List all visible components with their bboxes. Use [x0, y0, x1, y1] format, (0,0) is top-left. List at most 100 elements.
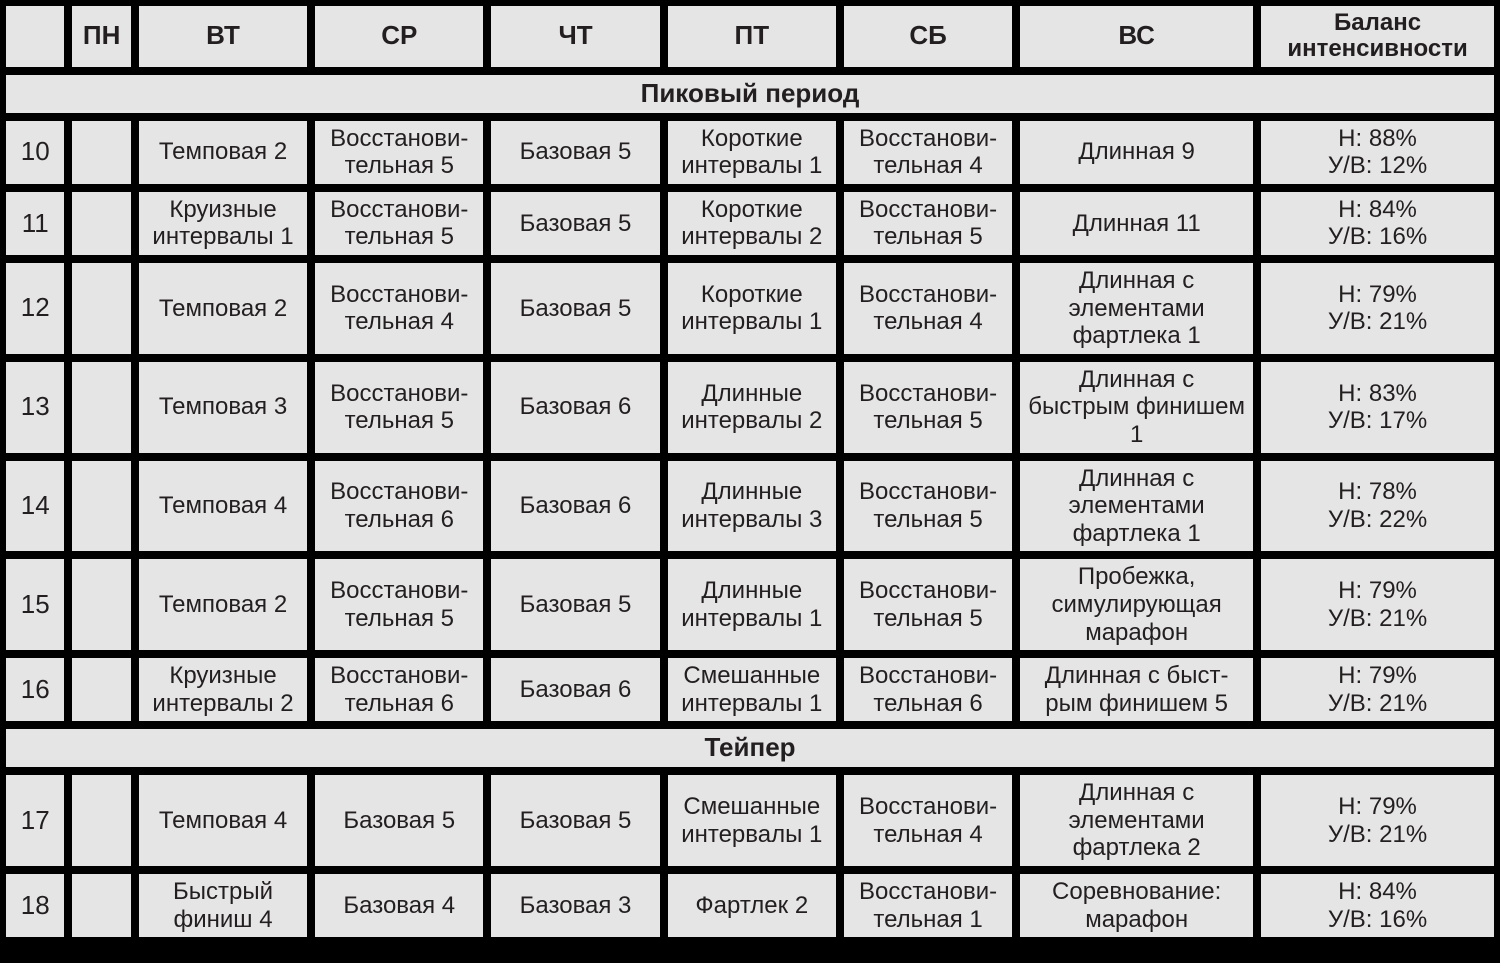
col-header-mon: ПН [70, 4, 132, 69]
cell-mon [70, 557, 132, 652]
cell-fri: Фартлек 2 [666, 872, 838, 939]
table-row: 16Круизные интервалы 2Восстанови­тельная… [4, 656, 1496, 723]
week-number: 14 [4, 459, 66, 554]
table-row: 17Темповая 4Базовая 5Базовая 5Смешанные … [4, 773, 1496, 868]
cell-tue: Темповая 4 [137, 459, 309, 554]
cell-sat: Восстанови­тельная 6 [842, 656, 1014, 723]
cell-tue: Круизные интервалы 2 [137, 656, 309, 723]
cell-thu: Базовая 5 [489, 119, 661, 186]
cell-thu: Базовая 5 [489, 773, 661, 868]
cell-sat: Восстанови­тельная 5 [842, 360, 1014, 455]
cell-sat: Восстанови­тельная 5 [842, 190, 1014, 257]
cell-fri: Короткие интервалы 1 [666, 261, 838, 356]
col-header-num [4, 4, 66, 69]
cell-mon [70, 360, 132, 455]
cell-balance: Н: 84%У/В: 16% [1259, 872, 1496, 939]
col-header-fri: ПТ [666, 4, 838, 69]
cell-wed: Восстанови­тельная 5 [313, 119, 485, 186]
cell-thu: Базовая 6 [489, 656, 661, 723]
cell-fri: Смешанные интервалы 1 [666, 656, 838, 723]
cell-thu: Базовая 5 [489, 557, 661, 652]
cell-sat: Восстанови­тельная 4 [842, 261, 1014, 356]
week-number: 16 [4, 656, 66, 723]
cell-thu: Базовая 6 [489, 459, 661, 554]
cell-wed: Восстанови­тельная 5 [313, 360, 485, 455]
cell-wed: Восстанови­тельная 5 [313, 557, 485, 652]
cell-balance: Н: 78%У/В: 22% [1259, 459, 1496, 554]
cell-balance: Н: 84%У/В: 16% [1259, 190, 1496, 257]
table-row: 12Темповая 2Восстанови­тельная 4Базовая … [4, 261, 1496, 356]
cell-mon [70, 872, 132, 939]
cell-tue: Темповая 3 [137, 360, 309, 455]
section-title: Тейпер [4, 727, 1496, 769]
cell-balance: Н: 79%У/В: 21% [1259, 773, 1496, 868]
cell-tue: Темповая 2 [137, 119, 309, 186]
cell-fri: Длинные интервалы 3 [666, 459, 838, 554]
cell-tue: Быстрый финиш 4 [137, 872, 309, 939]
col-header-sun: ВС [1018, 4, 1255, 69]
table-row: 18 Быстрый финиш 4Базовая 4Базовая 3Фартл… [4, 872, 1496, 939]
cell-sun: Пробежка, симулирующая марафон [1018, 557, 1255, 652]
table-row: 13Темповая 3Восстанови­тельная 5Базовая … [4, 360, 1496, 455]
week-number: 12 [4, 261, 66, 356]
week-number: 11 [4, 190, 66, 257]
week-number: 15 [4, 557, 66, 652]
cell-mon [70, 459, 132, 554]
table-header: ПН ВТ СР ЧТ ПТ СБ ВС Баланс интенсивност… [4, 4, 1496, 69]
cell-tue: Темповая 2 [137, 557, 309, 652]
cell-sun: Длинная 11 [1018, 190, 1255, 257]
cell-tue: Темповая 2 [137, 261, 309, 356]
week-number: 18 [4, 872, 66, 939]
cell-thu: Базовая 6 [489, 360, 661, 455]
week-number: 13 [4, 360, 66, 455]
cell-mon [70, 261, 132, 356]
cell-tue: Темповая 4 [137, 773, 309, 868]
cell-balance: Н: 79%У/В: 21% [1259, 656, 1496, 723]
col-header-thu: ЧТ [489, 4, 661, 69]
cell-sun: Длинная с элементами фартлека 1 [1018, 261, 1255, 356]
cell-wed: Восстанови­тельная 6 [313, 656, 485, 723]
cell-balance: Н: 88%У/В: 12% [1259, 119, 1496, 186]
cell-tue: Круизные интервалы 1 [137, 190, 309, 257]
table-row: 14 Темповая 4Восстанови­тельная 6Базовая … [4, 459, 1496, 554]
cell-wed: Базовая 4 [313, 872, 485, 939]
week-number: 17 [4, 773, 66, 868]
cell-sun: Длинная с элементами фартлека 2 [1018, 773, 1255, 868]
cell-balance: Н: 79%У/В: 21% [1259, 557, 1496, 652]
cell-thu: Базовая 5 [489, 261, 661, 356]
cell-mon [70, 119, 132, 186]
week-number: 10 [4, 119, 66, 186]
cell-sun: Длинная с быстрым финишем 1 [1018, 360, 1255, 455]
cell-sun: Длинная с элементами фартлека 1 [1018, 459, 1255, 554]
cell-sat: Восстанови­тельная 4 [842, 119, 1014, 186]
cell-mon [70, 656, 132, 723]
cell-wed: Базовая 5 [313, 773, 485, 868]
cell-wed: Восстанови­тельная 4 [313, 261, 485, 356]
col-header-balance: Баланс интенсивности [1259, 4, 1496, 69]
cell-thu: Базовая 5 [489, 190, 661, 257]
cell-sun: Длинная с быст­рым финишем 5 [1018, 656, 1255, 723]
cell-mon [70, 773, 132, 868]
cell-mon [70, 190, 132, 257]
cell-sun: Длинная 9 [1018, 119, 1255, 186]
col-header-tue: ВТ [137, 4, 309, 69]
cell-sat: Восстанови­тельная 4 [842, 773, 1014, 868]
cell-balance: Н: 83%У/В: 17% [1259, 360, 1496, 455]
cell-fri: Длинные интервалы 1 [666, 557, 838, 652]
cell-wed: Восстанови­тельная 5 [313, 190, 485, 257]
cell-wed: Восстанови­тельная 6 [313, 459, 485, 554]
cell-sat: Восстанови­тельная 1 [842, 872, 1014, 939]
cell-fri: Короткие интервалы 2 [666, 190, 838, 257]
table-row: 10 Темповая 2Восстанови­тельная 5Базовая … [4, 119, 1496, 186]
cell-sun: Соревнование: марафон [1018, 872, 1255, 939]
table-body: Пиковый период10Темповая 2Восстанови­тел… [4, 73, 1496, 939]
cell-thu: Базовая 3 [489, 872, 661, 939]
cell-sat: Восстанови­тельная 5 [842, 459, 1014, 554]
section-title: Пиковый период [4, 73, 1496, 115]
col-header-sat: СБ [842, 4, 1014, 69]
training-plan-table: ПН ВТ СР ЧТ ПТ СБ ВС Баланс интенсивност… [0, 0, 1500, 943]
cell-fri: Короткие интервалы 1 [666, 119, 838, 186]
cell-balance: Н: 79%У/В: 21% [1259, 261, 1496, 356]
table-row: 15 Темповая 2Восстанови­тельная 5Базовая … [4, 557, 1496, 652]
cell-fri: Смешанные интервалы 1 [666, 773, 838, 868]
